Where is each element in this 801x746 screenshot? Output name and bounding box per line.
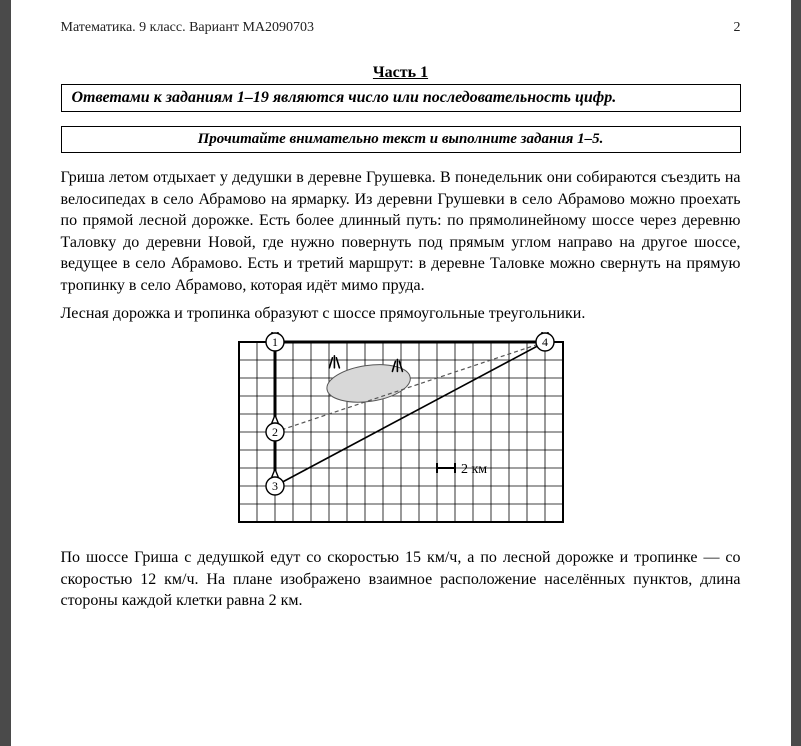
paragraph-3: По шоссе Гриша с дедушкой едут со скорос… (61, 547, 741, 612)
svg-text:3: 3 (272, 479, 278, 493)
paragraph-2: Лесная дорожка и тропинка образуют с шос… (61, 303, 741, 325)
map-diagram: 2 км 1 4 2 3 (229, 332, 573, 532)
subject-line: Математика. 9 класс. Вариант МА2090703 (61, 20, 315, 36)
read-box: Прочитайте внимательно текст и выполните… (61, 126, 741, 153)
document-page: Математика. 9 класс. Вариант МА2090703 2… (11, 0, 791, 746)
instruction-text: Ответами к заданиям 1–19 являются число … (72, 89, 730, 107)
paragraph-1: Гриша летом отдыхает у дедушки в деревне… (61, 167, 741, 297)
svg-text:2 км: 2 км (461, 462, 487, 477)
svg-text:4: 4 (542, 335, 548, 349)
page-header: Математика. 9 класс. Вариант МА2090703 2 (61, 20, 741, 36)
diagram-container: 2 км 1 4 2 3 (61, 332, 741, 537)
instruction-box: Ответами к заданиям 1–19 являются число … (61, 84, 741, 112)
svg-text:2: 2 (272, 425, 278, 439)
svg-text:1: 1 (272, 335, 278, 349)
part-title: Часть 1 (61, 64, 741, 82)
page-number: 2 (734, 20, 741, 36)
read-text: Прочитайте внимательно текст и выполните… (72, 131, 730, 148)
